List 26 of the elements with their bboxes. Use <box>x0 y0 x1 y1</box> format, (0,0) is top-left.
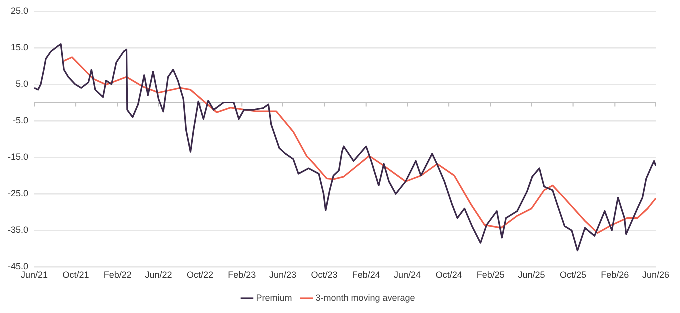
x-tick-label: Jun/22 <box>145 270 172 280</box>
y-tick-label: -45.0 <box>8 262 29 272</box>
y-tick-label: -25.0 <box>8 188 29 199</box>
x-tick-label: Jun/24 <box>394 270 422 280</box>
y-tick-label: 25.0 <box>10 6 29 16</box>
x-tick-label: Jun/21 <box>21 270 48 280</box>
x-tick-label: Jun/26 <box>642 270 670 280</box>
legend-label: Premium <box>256 292 292 303</box>
y-tick-label: 15.0 <box>10 42 29 52</box>
x-tick-label: Oct/22 <box>187 270 214 280</box>
x-tick-label: Oct/23 <box>311 270 338 280</box>
x-tick-label: Feb/24 <box>352 270 380 280</box>
y-tick-label: -15.0 <box>8 152 29 162</box>
y-tick-label: -35.0 <box>8 225 29 236</box>
x-tick-label: Feb/23 <box>228 270 256 280</box>
x-tick-label: Feb/25 <box>476 270 505 280</box>
x-tick-label: Feb/26 <box>601 270 630 280</box>
x-tick-label: Jun/23 <box>269 270 296 280</box>
y-tick-label: 5.0 <box>16 78 29 89</box>
y-tick-label: -5.0 <box>13 116 29 126</box>
x-tick-label: Feb/22 <box>104 270 132 280</box>
x-tick-label: Oct/24 <box>436 270 462 280</box>
legend-label: 3-month moving average <box>316 292 416 303</box>
x-tick-label: Oct/25 <box>560 270 587 280</box>
x-tick-label: Jun/25 <box>518 270 546 280</box>
x-tick-label: Oct/21 <box>62 270 90 280</box>
